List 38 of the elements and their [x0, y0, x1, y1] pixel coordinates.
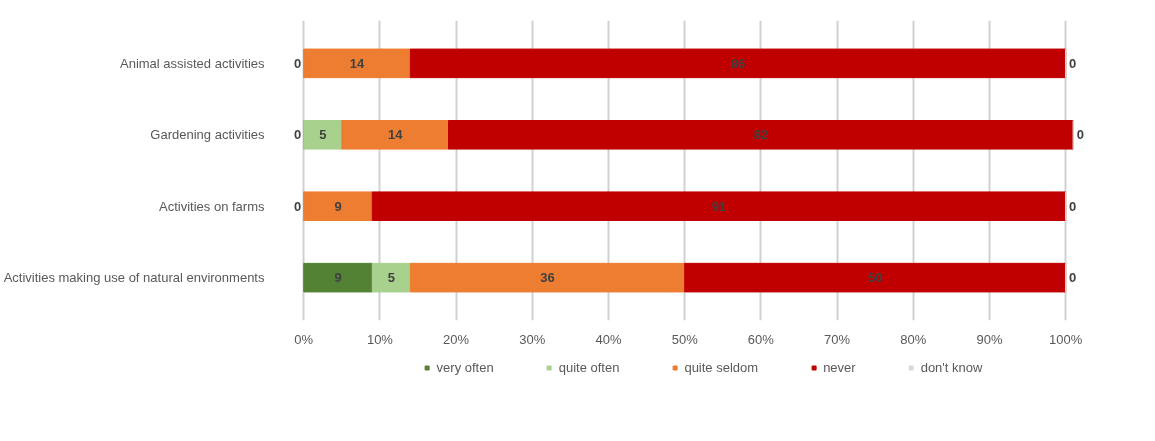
x-tick-label: 30%: [519, 331, 546, 347]
data-label: 5: [387, 270, 395, 286]
x-tick-label: 60%: [747, 331, 775, 347]
y-tick-label: Activities on farms: [159, 198, 265, 214]
x-tick-label: 40%: [595, 331, 622, 347]
data-label: 50: [867, 270, 883, 286]
x-tick-label: 0%: [294, 331, 314, 347]
x-tick-label: 50%: [671, 331, 699, 347]
legend-label: never: [823, 359, 856, 375]
x-tick-label: 80%: [900, 331, 927, 347]
y-tick-label: Animal assisted activities: [120, 55, 265, 71]
data-label: 36: [540, 270, 555, 286]
data-label: 9: [334, 270, 342, 286]
x-tick-label: 70%: [824, 331, 851, 347]
legend-label: very often: [436, 359, 494, 375]
x-tick-label: 20%: [443, 331, 470, 347]
data-label: 86: [730, 55, 746, 71]
data-label: 0: [1069, 270, 1077, 286]
data-label: 5: [319, 127, 327, 143]
data-label: 0: [1076, 127, 1084, 143]
data-label: 0: [1069, 198, 1077, 214]
data-label: 0: [1069, 55, 1077, 71]
x-tick-label: 100%: [1049, 331, 1083, 347]
x-tick-label: 10%: [366, 331, 394, 347]
y-tick-label: Activities making use of natural environments: [3, 270, 265, 286]
data-label: 14: [387, 127, 404, 143]
data-label: 82: [753, 127, 769, 143]
data-label: 0: [294, 127, 302, 143]
data-label: 14: [349, 55, 366, 71]
legend-label: quite often: [558, 359, 620, 375]
x-tick-label: 90%: [976, 331, 1003, 347]
legend-label: quite seldom: [684, 359, 759, 375]
legend-label: don't know: [920, 359, 983, 375]
data-label: 91: [711, 198, 727, 214]
data-label: 0: [294, 55, 302, 71]
data-label: 0: [294, 198, 302, 214]
data-label: 9: [334, 198, 342, 214]
y-tick-label: Gardening activities: [150, 127, 265, 143]
